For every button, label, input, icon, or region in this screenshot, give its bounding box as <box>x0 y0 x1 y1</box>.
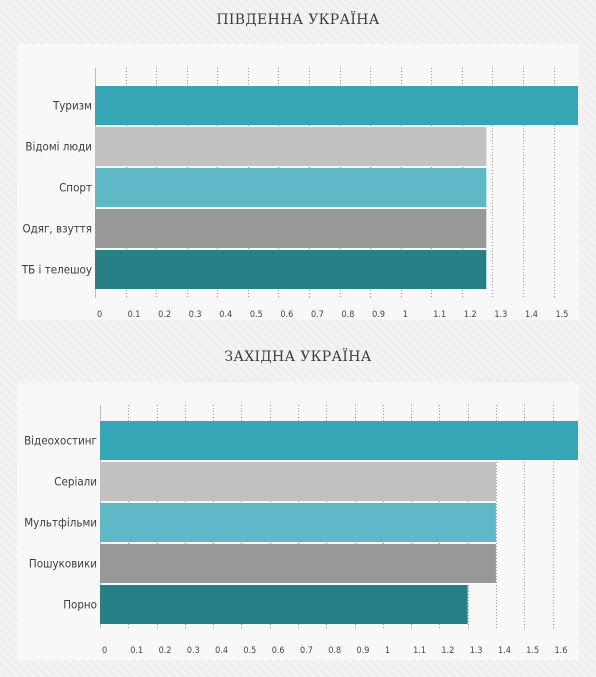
tick-label: 1.4 <box>498 646 511 656</box>
tick-label: 0.6 <box>272 646 285 656</box>
category-label: Спорт <box>59 181 92 195</box>
tick-label: 0.7 <box>311 310 324 320</box>
tick-label: 0.8 <box>342 310 355 320</box>
bar-west-3 <box>100 544 496 583</box>
tick-label: 0.9 <box>372 310 385 320</box>
tick-label: 0.3 <box>189 310 202 320</box>
tick-label: 0.4 <box>215 646 228 656</box>
category-label: Пошуковики <box>29 557 97 571</box>
tick-label: 0.7 <box>300 646 313 656</box>
bar-south-0 <box>95 86 578 125</box>
category-label: Мультфільми <box>24 516 97 530</box>
bar-south-2 <box>95 168 487 207</box>
tick-label: 0.1 <box>128 310 141 320</box>
bar-south-3 <box>95 209 487 248</box>
tick-label: 1.5 <box>526 646 539 656</box>
bar-west-2 <box>100 503 496 542</box>
tick-label: 0.1 <box>130 646 143 656</box>
tick-label: 0 <box>102 646 107 656</box>
tick-label: 0.3 <box>187 646 200 656</box>
tick-label: 0.4 <box>219 310 232 320</box>
tick-label: 0.8 <box>328 646 341 656</box>
tick-label: 1.2 <box>441 646 454 656</box>
tick-label: 0.5 <box>250 310 263 320</box>
tick-label: 1.2 <box>464 310 477 320</box>
tick-label: 0.2 <box>159 646 172 656</box>
category-label: Порно <box>63 598 97 612</box>
tick-label: 0.9 <box>357 646 370 656</box>
category-label: Серіали <box>54 475 97 489</box>
bar-south-4 <box>95 250 487 289</box>
bar-south-1 <box>95 127 487 166</box>
tick-label: 0.6 <box>280 310 293 320</box>
tick-label: 1.3 <box>470 646 483 656</box>
bar-west-4 <box>100 585 468 624</box>
category-label: Відомі люди <box>25 140 92 154</box>
bar-west-0 <box>100 421 578 460</box>
tick-label: 1 <box>385 646 390 656</box>
category-label: Відеохостинг <box>24 434 97 448</box>
tick-label: 1.6 <box>555 646 568 656</box>
category-label: Одяг, взуття <box>22 222 92 236</box>
tick-label: 1 <box>403 310 408 320</box>
tick-label: 0.2 <box>158 310 171 320</box>
bar-chart-west: Відеохостинг Серіали Мультфільми Пошуковики… <box>24 405 578 656</box>
tick-label: 1.4 <box>525 310 538 320</box>
tick-label: 0.5 <box>243 646 256 656</box>
tick-label: 1.5 <box>556 310 569 320</box>
chart-panel-south: Туризм Відомі люди Спорт Одяг, взуття ТБ і т… <box>17 44 579 320</box>
chart-title-south: ПІВДЕННА УКРАЇНА <box>216 12 380 28</box>
category-label: ТБ і телешоу <box>21 263 92 277</box>
chart-title-west: ЗАХІДНА УКРАЇНА <box>224 349 372 365</box>
tick-label: 1.1 <box>413 646 426 656</box>
tick-label: 1.3 <box>494 310 507 320</box>
tick-label: 1.1 <box>433 310 446 320</box>
bar-west-1 <box>100 462 496 501</box>
tick-label: 0 <box>97 310 102 320</box>
category-label: Туризм <box>52 99 92 113</box>
bar-chart-south: Туризм Відомі люди Спорт Одяг, взуття ТБ і т… <box>21 68 578 320</box>
chart-panel-west: Відеохостинг Серіали Мультфільми Пошуковики… <box>17 383 579 660</box>
